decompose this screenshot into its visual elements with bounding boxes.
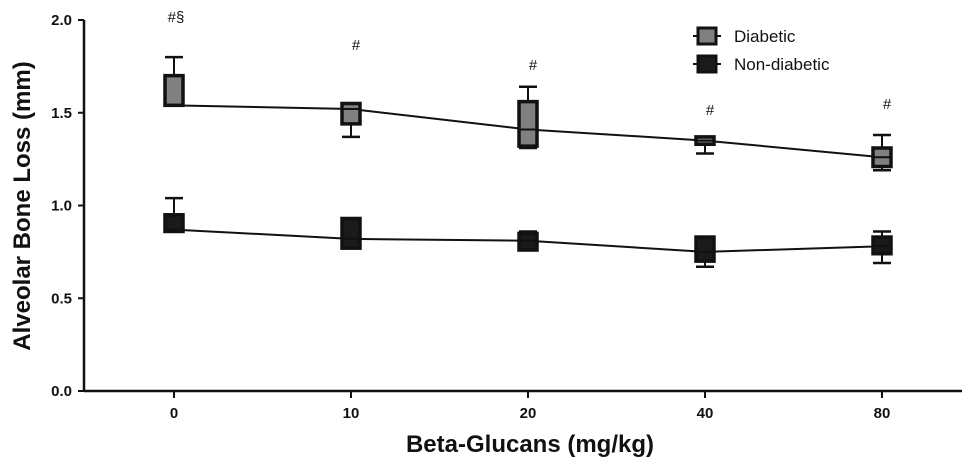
box-body xyxy=(517,99,539,148)
y-tick-label: 0.5 xyxy=(51,290,72,307)
significance-annotations: #§ # # # # xyxy=(168,9,892,119)
series-boxes xyxy=(163,55,893,268)
box-body xyxy=(340,216,362,250)
box-diabetic xyxy=(694,135,716,155)
y-tick-label: 0.0 xyxy=(51,383,72,400)
legend-item-diabetic: Diabetic xyxy=(693,26,796,46)
box-non-diabetic xyxy=(163,196,185,234)
box-body xyxy=(163,73,185,108)
legend-label-non-diabetic: Non-diabetic xyxy=(734,55,830,74)
box-diabetic xyxy=(871,133,893,172)
significance-mark: # xyxy=(706,102,715,119)
x-axis-title: Beta-Glucans (mg/kg) xyxy=(406,431,654,458)
significance-mark: # xyxy=(352,37,361,54)
y-ticks: 0.0 0.5 1.0 1.5 2.0 xyxy=(51,12,84,400)
axes xyxy=(82,20,962,393)
box-diabetic xyxy=(517,85,539,150)
significance-mark: # xyxy=(529,57,538,74)
legend-marker-non-diabetic xyxy=(696,54,718,74)
legend-item-non-diabetic: Non-diabetic xyxy=(693,54,830,74)
legend-marker-diabetic xyxy=(696,26,718,46)
box-non-diabetic xyxy=(694,235,716,268)
x-tick-label: 10 xyxy=(343,405,360,422)
x-tick-label: 0 xyxy=(170,405,178,422)
y-tick-label: 1.5 xyxy=(51,105,72,122)
box-diabetic xyxy=(163,55,185,108)
x-ticks: 0 10 20 40 80 xyxy=(170,391,891,422)
significance-mark: #§ xyxy=(168,9,185,26)
y-tick-label: 1.0 xyxy=(51,198,72,215)
x-tick-label: 40 xyxy=(697,405,714,422)
box-body xyxy=(163,213,185,234)
box-body xyxy=(340,101,362,126)
y-tick-label: 2.0 xyxy=(51,12,72,29)
box-non-diabetic xyxy=(517,230,539,252)
x-tick-label: 20 xyxy=(520,405,537,422)
legend-label-diabetic: Diabetic xyxy=(734,27,796,46)
box-body xyxy=(694,235,716,263)
legend: Diabetic Non-diabetic xyxy=(693,26,830,74)
box-non-diabetic xyxy=(340,216,362,250)
significance-mark: # xyxy=(883,96,892,113)
box-diabetic xyxy=(340,101,362,139)
y-axis-title: Alveolar Bone Loss (mm) xyxy=(9,61,36,350)
x-tick-label: 80 xyxy=(874,405,891,422)
box-non-diabetic xyxy=(871,230,893,265)
